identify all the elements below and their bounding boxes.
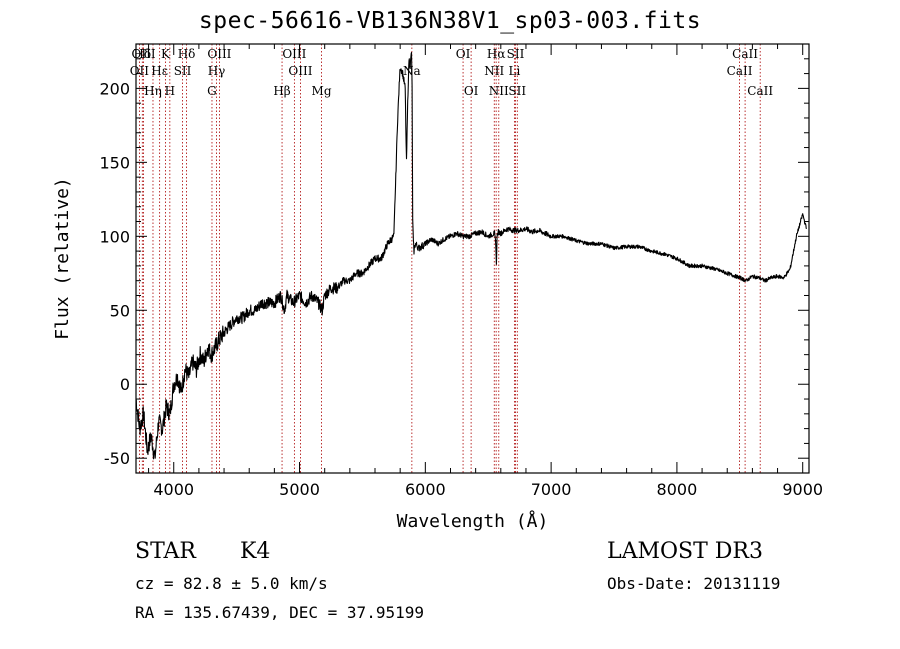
line-markers (138, 44, 761, 473)
line-label: Hα (487, 47, 506, 61)
line-label: SII (507, 47, 525, 61)
line-label: CaII (732, 47, 758, 61)
line-label: Li (508, 64, 520, 78)
line-label: Hβ (273, 84, 290, 98)
x-tick-label: 5000 (279, 480, 320, 499)
line-label: SII (174, 64, 192, 78)
line-label: OII (130, 64, 150, 78)
plot-border (135, 43, 810, 474)
x-tick-label: 7000 (531, 480, 572, 499)
line-label: OIII (282, 47, 306, 61)
x-tick-label: 6000 (405, 480, 446, 499)
line-label: Na (403, 64, 421, 78)
plot-frame (135, 43, 810, 474)
line-label: Hη (144, 84, 162, 98)
redshift-cz: cz = 82.8 ± 5.0 km/s (135, 574, 328, 593)
line-label: Mg (312, 84, 332, 98)
line-label: G (207, 84, 217, 98)
x-tick-label: 4000 (153, 480, 194, 499)
line-label: CaII (727, 64, 753, 78)
spectrum-line (135, 51, 807, 460)
line-label: SII (508, 84, 526, 98)
chart-title: spec-56616-VB136N38V1_sp03-003.fits (198, 8, 702, 34)
line-label: Hδ (178, 47, 196, 61)
line-label: OIII (288, 64, 312, 78)
spectrum-series (135, 51, 807, 460)
y-tick-label: 150 (99, 153, 130, 172)
y-tick-label: -50 (104, 449, 130, 468)
line-label: NII (484, 64, 504, 78)
line-label: NII (489, 84, 509, 98)
line-label: K (161, 47, 171, 61)
y-axis-label: Flux (relative) (52, 177, 73, 340)
observation-date: Obs-Date: 20131119 (607, 574, 781, 593)
ra-dec-coordinates: RA = 135.67439, DEC = 37.95199 (135, 603, 424, 622)
line-label: OI (464, 84, 479, 98)
x-axis-label: Wavelength (Å) (397, 510, 549, 532)
y-tick-label: 50 (110, 301, 130, 320)
line-label: OI (456, 47, 471, 61)
y-tick-label: 100 (99, 227, 130, 246)
x-tick-label: 8000 (657, 480, 698, 499)
survey-name: LAMOST DR3 (607, 539, 763, 564)
object-class: STAR (135, 539, 196, 564)
object-subclass: K4 (240, 539, 271, 564)
line-label: Hε (151, 64, 168, 78)
line-label: Hγ (208, 64, 226, 78)
line-label: OIII (132, 47, 156, 61)
line-label: CaII (747, 84, 773, 98)
y-tick-label: 200 (99, 79, 130, 98)
line-label: OIII (207, 47, 231, 61)
line-label: H (165, 84, 175, 98)
axes: 4000 5000 6000 7000 8000 9000 -50 0 50 100 150 200 W… (52, 44, 823, 532)
x-tick-label: 9000 (782, 480, 823, 499)
y-tick-label: 0 (120, 375, 130, 394)
line-label: Hδ (133, 47, 151, 61)
